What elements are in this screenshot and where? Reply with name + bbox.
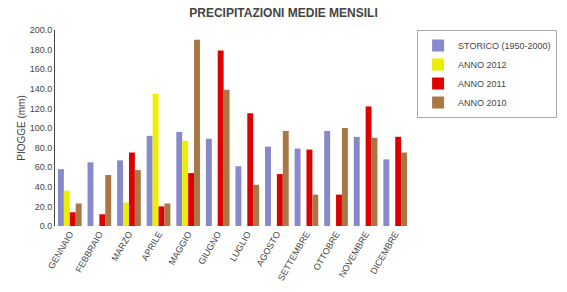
svg-text:DICEMBRE: DICEMBRE bbox=[368, 230, 400, 276]
svg-text:NOVEMBRE: NOVEMBRE bbox=[337, 230, 371, 280]
svg-text:MAGGIO: MAGGIO bbox=[167, 230, 194, 267]
svg-text:160.0: 160.0 bbox=[30, 64, 53, 74]
svg-text:180.0: 180.0 bbox=[30, 45, 53, 55]
svg-text:ANNO 2010: ANNO 2010 bbox=[458, 98, 507, 108]
svg-text:120.0: 120.0 bbox=[30, 104, 53, 114]
svg-text:140.0: 140.0 bbox=[30, 84, 53, 94]
svg-text:20.0: 20.0 bbox=[35, 202, 53, 212]
svg-text:GIUGNO: GIUGNO bbox=[196, 230, 223, 267]
svg-text:0.0: 0.0 bbox=[40, 221, 53, 231]
svg-text:200.0: 200.0 bbox=[30, 25, 53, 35]
svg-text:ANNO 2012: ANNO 2012 bbox=[458, 60, 507, 70]
svg-text:GENNAIO: GENNAIO bbox=[46, 230, 75, 271]
svg-text:PIOGGE (mm): PIOGGE (mm) bbox=[16, 95, 27, 161]
svg-text:40.0: 40.0 bbox=[35, 182, 53, 192]
svg-text:SETTEMBRE: SETTEMBRE bbox=[276, 230, 312, 283]
svg-text:FEBBRAIO: FEBBRAIO bbox=[74, 230, 105, 274]
svg-text:LUGLIO: LUGLIO bbox=[228, 230, 253, 264]
svg-text:100.0: 100.0 bbox=[30, 123, 53, 133]
svg-text:MARZO: MARZO bbox=[110, 230, 135, 263]
svg-text:ANNO 2011: ANNO 2011 bbox=[458, 79, 506, 89]
svg-text:AGOSTO: AGOSTO bbox=[255, 230, 283, 268]
svg-text:PRECIPITAZIONI MEDIE MENSILI: PRECIPITAZIONI MEDIE MENSILI bbox=[189, 6, 377, 20]
svg-text:80.0: 80.0 bbox=[35, 143, 53, 153]
svg-text:STORICO (1950-2000): STORICO (1950-2000) bbox=[458, 41, 550, 51]
svg-text:60.0: 60.0 bbox=[35, 162, 53, 172]
svg-text:OTTOBRE: OTTOBRE bbox=[311, 230, 341, 273]
svg-text:APRILE: APRILE bbox=[140, 230, 165, 263]
